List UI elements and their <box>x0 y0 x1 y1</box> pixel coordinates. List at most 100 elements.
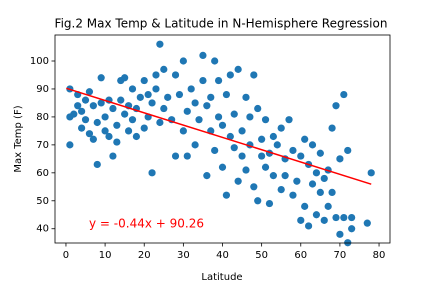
x-tick-label: 70 <box>334 250 347 261</box>
point <box>234 177 242 185</box>
x-tick-label: 0 <box>63 250 69 261</box>
point <box>250 71 258 79</box>
point <box>269 172 277 180</box>
point <box>226 71 234 79</box>
point <box>254 104 262 113</box>
point <box>183 107 191 115</box>
point <box>160 104 168 113</box>
point <box>222 90 231 99</box>
point <box>277 186 285 194</box>
point <box>101 113 109 121</box>
point <box>70 110 78 118</box>
point <box>246 113 254 121</box>
point <box>222 191 231 199</box>
point <box>289 146 297 155</box>
annotation: y = -0.44x + 90.26 <box>89 217 204 231</box>
point <box>156 118 164 127</box>
point <box>148 99 156 107</box>
point <box>265 199 274 208</box>
point <box>93 118 101 127</box>
point <box>93 160 101 169</box>
point <box>199 76 207 85</box>
point <box>312 169 321 177</box>
point <box>301 202 309 210</box>
point <box>312 211 321 219</box>
point <box>175 90 184 99</box>
point <box>344 146 352 155</box>
point <box>238 152 246 160</box>
point <box>320 174 328 183</box>
point <box>324 202 332 210</box>
y-tick-label: 80 <box>36 112 49 123</box>
x-tick-label: 60 <box>294 250 307 261</box>
point <box>117 96 125 104</box>
x-axis-label: Latitude <box>201 272 242 283</box>
point <box>144 90 152 99</box>
point <box>121 74 129 82</box>
point <box>301 135 309 143</box>
point <box>363 219 371 227</box>
point <box>113 138 121 146</box>
point <box>74 102 82 110</box>
x-tick-label: 80 <box>373 250 386 261</box>
y-tick-label: 100 <box>30 56 49 67</box>
y-tick-label: 50 <box>36 196 49 207</box>
point <box>164 93 172 101</box>
point <box>113 121 121 129</box>
point <box>289 191 297 199</box>
point <box>308 180 317 188</box>
plot-frame <box>54 34 391 244</box>
point <box>218 163 227 171</box>
point <box>348 213 356 222</box>
point <box>273 141 281 149</box>
point <box>285 116 293 124</box>
y-tick-label: 60 <box>36 168 49 179</box>
point <box>297 152 305 160</box>
point <box>230 144 238 152</box>
point <box>269 132 277 141</box>
point <box>89 135 97 143</box>
point <box>148 169 156 177</box>
point <box>132 132 141 141</box>
y-axis-label: Max Temp (F) <box>13 105 24 172</box>
point <box>316 188 324 196</box>
point <box>332 213 340 222</box>
point <box>89 102 97 110</box>
point <box>328 124 336 132</box>
point <box>293 177 301 185</box>
point <box>109 104 117 113</box>
point <box>340 90 348 99</box>
point <box>218 121 227 129</box>
point <box>179 57 187 65</box>
point <box>320 216 328 224</box>
point <box>78 107 86 115</box>
point <box>340 213 348 222</box>
point <box>242 93 250 101</box>
y-tick-label: 90 <box>36 84 49 95</box>
point <box>66 141 74 149</box>
point <box>258 152 266 160</box>
point <box>281 172 289 180</box>
point <box>214 76 223 85</box>
point <box>187 85 195 93</box>
point <box>195 116 203 124</box>
point <box>183 152 191 160</box>
point <box>336 230 344 238</box>
point <box>109 152 117 160</box>
point <box>336 155 344 163</box>
point <box>254 197 262 205</box>
point <box>348 225 356 233</box>
point <box>171 71 180 79</box>
y-tick-label: 70 <box>36 140 49 151</box>
point <box>124 127 133 135</box>
point <box>101 127 109 135</box>
point <box>258 135 266 143</box>
point <box>261 163 270 171</box>
point <box>128 116 137 124</box>
regression-line <box>66 87 372 185</box>
point <box>367 169 375 177</box>
x-tick-label: 40 <box>216 250 229 261</box>
point <box>81 96 90 104</box>
point <box>160 65 168 73</box>
